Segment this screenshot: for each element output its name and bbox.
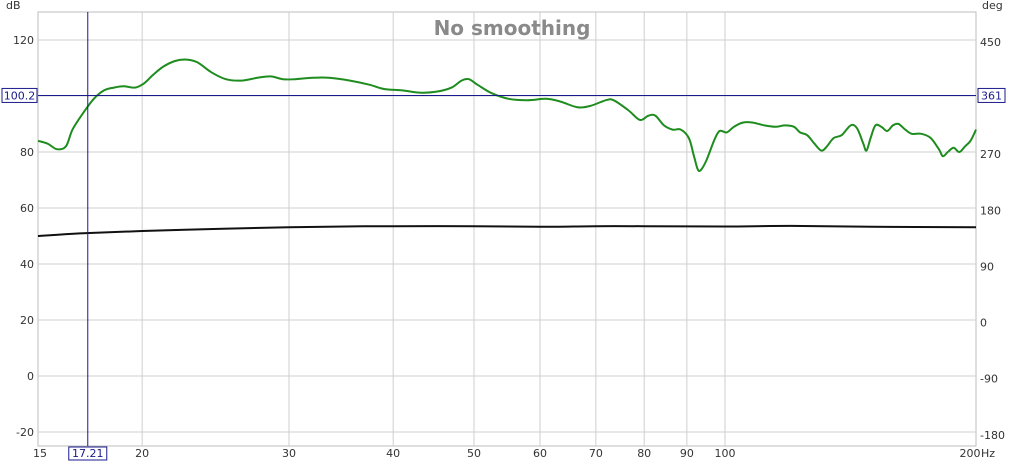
x-tick-label: 30 (282, 447, 296, 460)
right-axis-unit: deg (982, 0, 1003, 12)
left-axis-unit: dB (6, 0, 21, 12)
cursor-y-label-box (1, 87, 38, 103)
left-tick-label: 60 (20, 202, 34, 215)
left-tick-label: 20 (20, 314, 34, 327)
x-tick-label: 15 (33, 447, 47, 460)
x-axis-unit: Hz (981, 447, 995, 460)
x-tick-label: 70 (589, 447, 603, 460)
left-tick-label: 0 (27, 370, 34, 383)
x-axis-ticks: 15 20 30 40 50 60 70 80 90 100 200 Hz (33, 447, 995, 460)
cursor-right-label: 361 (981, 89, 1002, 102)
right-tick-label: 90 (980, 260, 994, 273)
left-tick-label: -20 (16, 426, 34, 439)
series-line-2 (37, 224, 977, 237)
left-tick-label: 120 (13, 34, 34, 47)
x-tick-label: 50 (467, 447, 481, 460)
cursor-y-label: 100.2 (4, 89, 36, 102)
grid-lines (38, 12, 976, 446)
cursor[interactable]: 100.2 361 17.21 (1, 12, 1006, 461)
right-tick-label: 0 (980, 317, 987, 330)
right-tick-label: 180 (980, 204, 1001, 217)
left-tick-label: 40 (20, 258, 34, 271)
chart-title: No smoothing (434, 16, 591, 40)
x-tick-label: 200 (960, 447, 981, 460)
right-tick-label: 450 (980, 36, 1001, 49)
left-tick-label: 80 (20, 146, 34, 159)
x-tick-label: 20 (135, 447, 149, 460)
series-line-1 (37, 58, 977, 173)
x-tick-label: 40 (386, 447, 400, 460)
x-tick-label: 80 (637, 447, 651, 460)
x-tick-label: 60 (533, 447, 547, 460)
cursor-x-label: 17.21 (72, 447, 104, 460)
x-tick-label: 90 (680, 447, 694, 460)
right-tick-label: -90 (980, 373, 998, 386)
right-tick-label: -180 (980, 429, 1005, 442)
right-tick-label: 270 (980, 148, 1001, 161)
series-lines (37, 58, 977, 237)
x-tick-label: 100 (714, 447, 735, 460)
cursor-right-label-box (977, 87, 1006, 103)
cursor-x-label-box (68, 446, 108, 461)
right-axis-ticks: -180-90090180270360450 (980, 36, 1005, 442)
